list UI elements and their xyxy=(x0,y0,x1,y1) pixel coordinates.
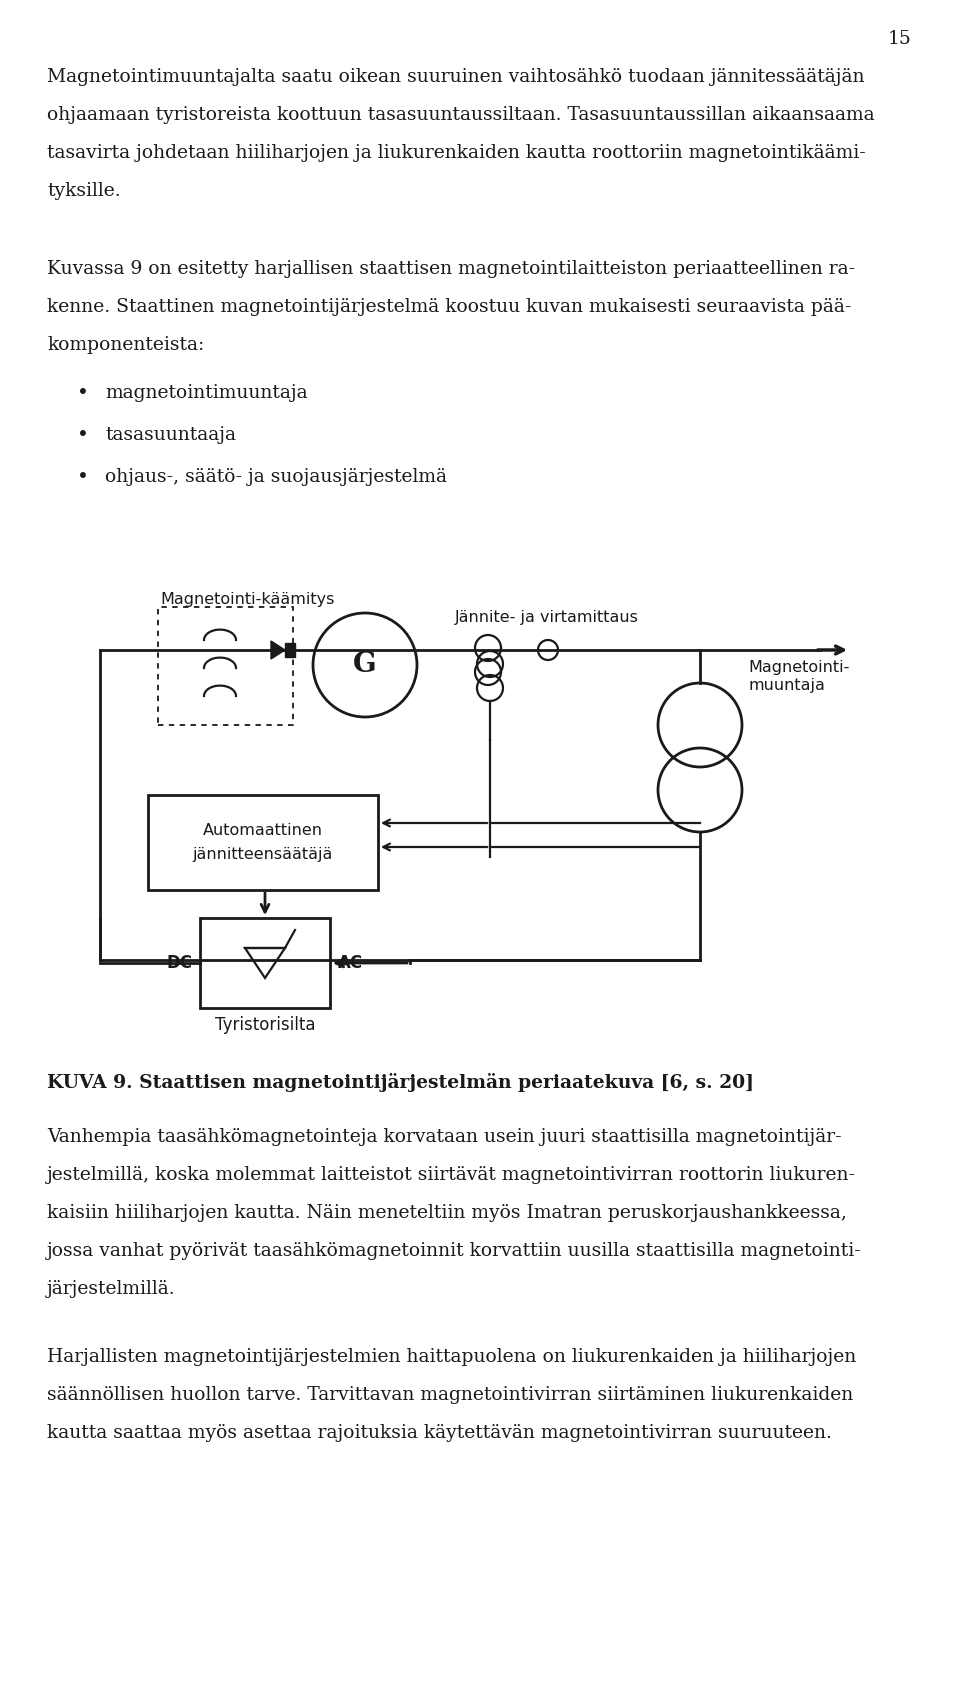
Text: Magnetointimuuntajalta saatu oikean suuruinen vaihtosähkö tuodaan jännitessäätäj: Magnetointimuuntajalta saatu oikean suur… xyxy=(47,68,865,85)
Text: kenne. Staattinen magnetointijärjestelmä koostuu kuvan mukaisesti seuraavista pä: kenne. Staattinen magnetointijärjestelmä… xyxy=(47,298,852,315)
Polygon shape xyxy=(271,641,285,659)
Text: kautta saattaa myös asettaa rajoituksia käytettävän magnetointivirran suuruuteen: kautta saattaa myös asettaa rajoituksia … xyxy=(47,1425,832,1442)
Text: Vanhempia taasähkömagnetointeja korvataan usein juuri staattisilla magnetointijä: Vanhempia taasähkömagnetointeja korvataa… xyxy=(47,1128,842,1147)
Text: AC: AC xyxy=(338,954,363,971)
Text: Kuvassa 9 on esitetty harjallisen staattisen magnetointilaitteiston periaatteell: Kuvassa 9 on esitetty harjallisen staatt… xyxy=(47,261,855,278)
Text: järjestelmillä.: järjestelmillä. xyxy=(47,1280,176,1298)
Text: Magnetointi-: Magnetointi- xyxy=(748,659,850,675)
Text: muuntaja: muuntaja xyxy=(748,678,825,694)
Text: •: • xyxy=(77,426,89,445)
Text: Jännite- ja virtamittaus: Jännite- ja virtamittaus xyxy=(455,610,638,625)
Bar xyxy=(200,918,330,1009)
Text: ohjaus-, säätö- ja suojausjärjestelmä: ohjaus-, säätö- ja suojausjärjestelmä xyxy=(105,469,447,486)
Text: KUVA 9. Staattisen magnetointijärjestelmän periaatekuva [6, s. 20]: KUVA 9. Staattisen magnetointijärjestelm… xyxy=(47,1074,754,1092)
Text: 15: 15 xyxy=(888,31,912,48)
Text: jossa vanhat pyörivät taasähkömagnetoinnit korvattiin uusilla staattisilla magne: jossa vanhat pyörivät taasähkömagnetoinn… xyxy=(47,1242,862,1259)
Text: •: • xyxy=(77,383,89,404)
Text: tasasuuntaaja: tasasuuntaaja xyxy=(105,426,236,445)
Text: •: • xyxy=(77,469,89,487)
Text: tasavirta johdetaan hiiliharjojen ja liukurenkaiden kautta roottoriin magnetoint: tasavirta johdetaan hiiliharjojen ja liu… xyxy=(47,145,866,162)
Text: tyksille.: tyksille. xyxy=(47,182,121,199)
Text: kaisiin hiiliharjojen kautta. Näin meneteltiin myös Imatran peruskorjaushankkees: kaisiin hiiliharjojen kautta. Näin menet… xyxy=(47,1205,847,1222)
Text: Harjallisten magnetointijärjestelmien haittapuolena on liukurenkaiden ja hiiliha: Harjallisten magnetointijärjestelmien ha… xyxy=(47,1348,856,1367)
Bar xyxy=(158,607,293,724)
Bar xyxy=(148,796,378,889)
Bar xyxy=(285,642,295,658)
Text: Tyristorisilta: Tyristorisilta xyxy=(215,1016,315,1034)
Text: ohjaamaan tyristoreista koottuun tasasuuntaussiltaan. Tasasuuntaussillan aikaans: ohjaamaan tyristoreista koottuun tasasuu… xyxy=(47,106,875,124)
Text: säännöllisen huollon tarve. Tarvittavan magnetointivirran siirtäminen liukurenka: säännöllisen huollon tarve. Tarvittavan … xyxy=(47,1385,853,1404)
Text: jestelmillä, koska molemmat laitteistot siirtävät magnetointivirran roottorin li: jestelmillä, koska molemmat laitteistot … xyxy=(47,1166,856,1184)
Text: Magnetointi-käämitys: Magnetointi-käämitys xyxy=(160,591,334,607)
Text: Automaattinen: Automaattinen xyxy=(203,823,323,838)
Text: G: G xyxy=(353,651,377,678)
Text: jännitteensäätäjä: jännitteensäätäjä xyxy=(193,847,333,862)
Text: magnetointimuuntaja: magnetointimuuntaja xyxy=(105,383,307,402)
Text: DC: DC xyxy=(166,954,192,971)
Text: komponenteista:: komponenteista: xyxy=(47,336,204,354)
